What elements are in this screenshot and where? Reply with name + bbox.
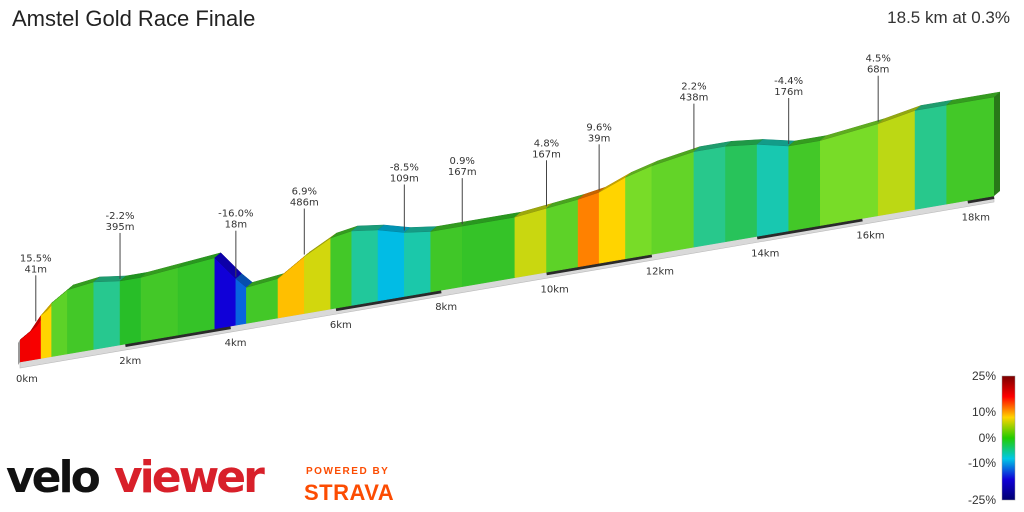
x-tick-label: 18km	[962, 212, 990, 223]
profile-segment	[93, 280, 121, 350]
profile-segment	[461, 216, 516, 287]
profile-segment	[514, 207, 547, 278]
annotation-grade: -16.0%	[218, 209, 253, 220]
profile-segment	[330, 230, 352, 310]
annotation-length: 438m	[679, 93, 708, 104]
profile-segment	[577, 191, 600, 268]
annotation-length: 486m	[290, 198, 319, 209]
profile-segment	[51, 289, 68, 357]
x-tick-label: 12km	[646, 266, 674, 277]
annotation-grade: 15.5%	[20, 253, 52, 264]
profile-segment	[725, 144, 758, 243]
annotation-length: 39m	[588, 133, 610, 144]
chart-title: Amstel Gold Race Finale	[12, 6, 256, 31]
annotation-grade: -4.4%	[774, 76, 803, 87]
profile-segment	[351, 229, 379, 306]
logo-viewer-text: viewer	[114, 452, 265, 503]
profile-segment	[693, 145, 726, 248]
logo-velo-text: velo	[6, 452, 101, 503]
x-tick-label: 6km	[330, 320, 352, 331]
profile-segment	[651, 151, 695, 255]
x-tick-label: 4km	[225, 338, 247, 349]
profile-segment	[377, 229, 405, 302]
profile-segment	[625, 165, 653, 260]
km-band	[967, 195, 995, 204]
route-summary: 18.5 km at 0.3%	[887, 8, 1010, 27]
profile-segment	[277, 256, 305, 319]
profile-segment	[40, 302, 52, 359]
veloviewer-logo: velo viewer POWERED BY STRAVA	[6, 452, 426, 508]
profile-end-face	[994, 92, 1000, 196]
profile-segment	[140, 267, 179, 342]
annotation-length: 68m	[867, 65, 889, 76]
annotation-grade: 4.5%	[865, 54, 890, 65]
profile-segment	[756, 144, 789, 237]
x-tick-label: 8km	[435, 302, 457, 313]
km-band	[124, 325, 231, 348]
km-band	[335, 289, 442, 312]
annotation-length: 395m	[106, 222, 135, 233]
x-tick-label: 10km	[540, 284, 568, 295]
profile-segment	[946, 96, 995, 205]
km-band	[546, 253, 653, 276]
profile-segment	[67, 281, 94, 355]
profile-segment	[914, 104, 947, 210]
annotation-grade: 4.8%	[534, 138, 559, 149]
profile-segment	[404, 231, 431, 297]
profile-start-face	[18, 340, 20, 365]
x-tick-label: 0km	[16, 374, 38, 385]
powered-by-label: POWERED BY	[306, 466, 390, 477]
profile-segment	[877, 110, 916, 217]
profile-segment	[304, 237, 331, 314]
annotation-length: 109m	[390, 173, 419, 184]
annotation-length: 18m	[225, 220, 247, 231]
profile-segment	[546, 199, 579, 273]
annotation-grade: -8.5%	[390, 162, 419, 173]
annotation-grade: 6.9%	[292, 187, 317, 198]
profile-segment	[119, 277, 142, 346]
annotation-length: 167m	[532, 149, 561, 160]
x-tick-label: 16km	[856, 230, 884, 241]
profile-segment	[430, 225, 463, 293]
annotation-grade: 2.2%	[681, 82, 706, 93]
profile-segment	[177, 257, 216, 336]
profile-segment	[788, 140, 821, 232]
annotation-length: 167m	[448, 167, 477, 178]
annotation-length: 176m	[774, 87, 803, 98]
annotation-grade: 9.6%	[586, 122, 611, 133]
km-band	[756, 217, 863, 240]
profile-segment	[820, 123, 879, 226]
annotation-length: 41m	[25, 264, 47, 275]
annotation-grade: 0.9%	[450, 156, 475, 167]
annotation-grade: -2.2%	[106, 211, 135, 222]
strava-logo: STRAVA	[304, 480, 395, 505]
x-tick-label: 2km	[119, 356, 141, 367]
x-tick-label: 14km	[751, 248, 779, 259]
